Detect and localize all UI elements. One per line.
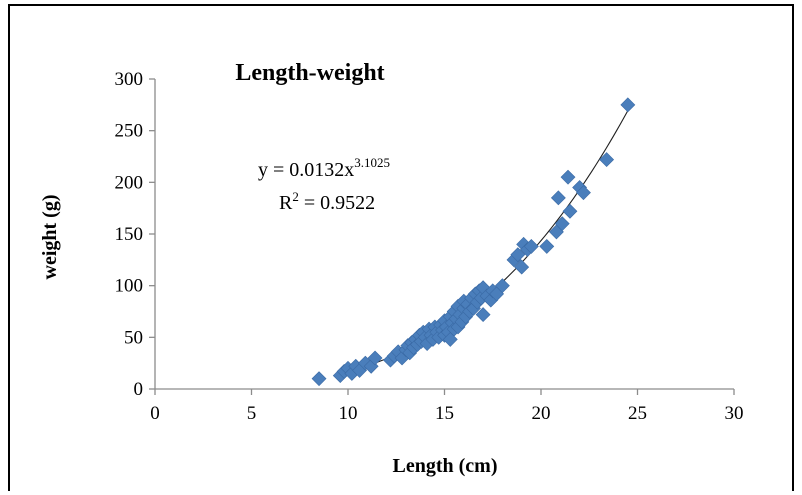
x-ticks: 0 5 10 15 20 25 30	[150, 389, 744, 424]
r2-sup: 2	[292, 189, 299, 204]
equation-prefix: y = 0.0132x	[258, 159, 354, 181]
x-tick-label: 10	[339, 403, 358, 424]
y-tick-label: 200	[115, 172, 144, 193]
y-tick-label: 50	[124, 327, 143, 348]
data-point	[475, 307, 491, 323]
x-axis-title: Length (cm)	[393, 455, 498, 477]
data-point	[620, 97, 636, 113]
data-point	[523, 238, 539, 254]
data-point	[311, 371, 327, 387]
chart-title: Length-weight	[235, 60, 384, 86]
y-ticks: 0 50 100 150 200 250 300	[115, 69, 155, 400]
data-point	[514, 259, 530, 275]
equation-exponent: 3.1025	[354, 155, 390, 170]
trendline-equation: y = 0.0132x3.1025	[258, 155, 390, 181]
y-axis-title: weight (g)	[39, 195, 61, 280]
data-point	[510, 247, 526, 263]
x-tick-label: 20	[532, 403, 551, 424]
x-tick-label: 0	[150, 403, 160, 424]
x-tick-label: 5	[247, 403, 257, 424]
y-tick-label: 0	[134, 379, 144, 400]
r2-suffix: = 0.9522	[299, 192, 375, 214]
y-tick-label: 300	[115, 69, 144, 90]
data-points	[311, 97, 636, 387]
power-trendline	[338, 110, 629, 375]
y-tick-label: 250	[115, 121, 144, 142]
x-tick-label: 30	[725, 403, 744, 424]
y-tick-label: 150	[115, 224, 144, 245]
r-squared-label: R2 = 0.9522	[279, 189, 375, 214]
data-point	[539, 238, 555, 254]
x-tick-label: 25	[628, 403, 647, 424]
data-point	[494, 278, 510, 294]
data-point	[367, 350, 383, 366]
r2-prefix: R	[279, 192, 293, 214]
x-tick-label: 15	[435, 403, 454, 424]
data-point	[560, 169, 576, 185]
y-tick-label: 100	[115, 276, 144, 297]
data-point	[550, 190, 566, 206]
chart-frame	[8, 4, 794, 491]
data-point	[562, 203, 578, 219]
data-point	[599, 152, 615, 168]
data-point	[554, 216, 570, 232]
data-point	[576, 185, 591, 201]
